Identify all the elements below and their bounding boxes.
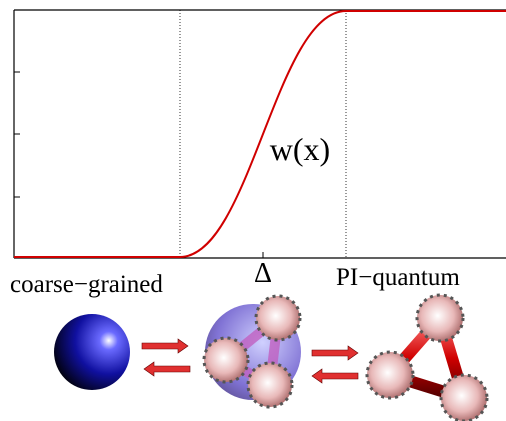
switching-curve [14, 10, 506, 258]
cg-sphere [54, 314, 130, 390]
exchange-arrows [141, 338, 359, 384]
quantum-molecule [365, 293, 489, 421]
curve-label: w(x) [270, 131, 330, 167]
hybrid-molecule [202, 294, 302, 409]
plot: w(x) Δ [13, 9, 506, 289]
x-marker: Δ [254, 258, 272, 289]
label-left: coarse−grained [10, 271, 163, 298]
label-right: PI−quantum [336, 264, 460, 291]
